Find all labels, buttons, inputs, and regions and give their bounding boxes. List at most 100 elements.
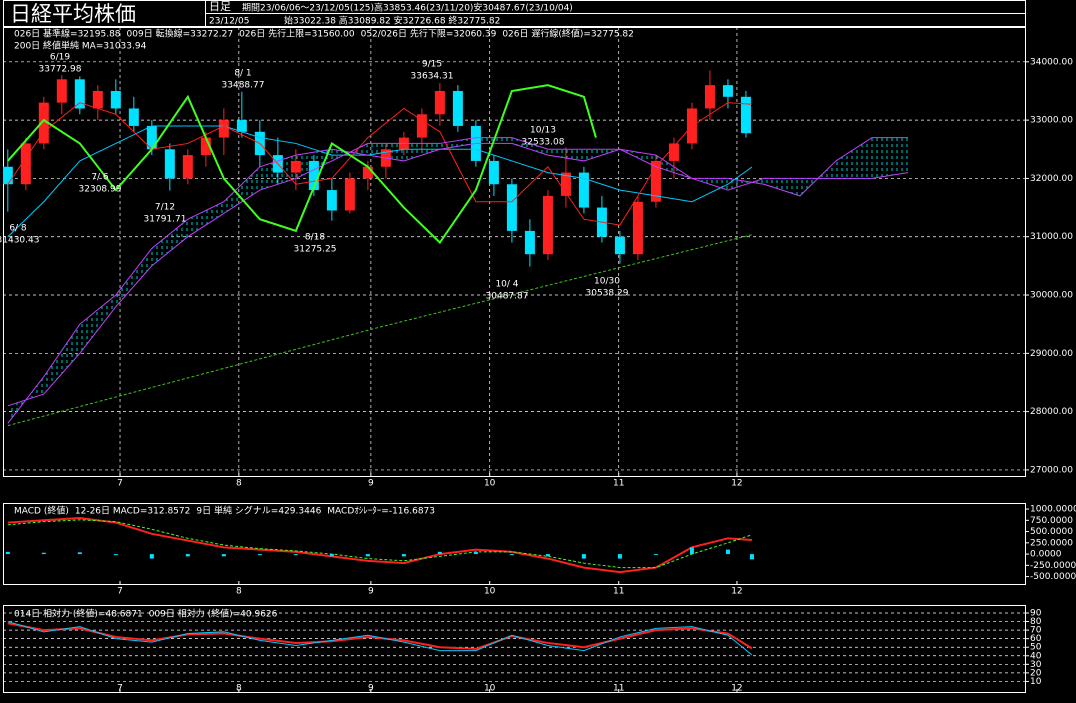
series-line: [7, 621, 753, 656]
x-tick-label: 10: [484, 587, 496, 597]
candle-body: [488, 160, 499, 185]
candle-body: [452, 90, 463, 126]
bar: [617, 554, 622, 559]
candle-body: [128, 108, 139, 126]
annotation-price: 30538.29: [586, 289, 629, 299]
candle-body: [20, 143, 31, 185]
annotation-date: 6/ 8: [9, 224, 27, 234]
bar: [749, 554, 754, 560]
bar: [437, 551, 442, 555]
x-tick-label: 12: [731, 479, 742, 489]
plot-area: [3, 612, 1025, 682]
y-tick-label: 1000.0000: [1030, 505, 1076, 515]
annotation-date: 10/ 4: [495, 280, 518, 290]
candle-body: [416, 114, 427, 138]
panel-frame: [3, 605, 1026, 693]
annotation-price: 32533.08: [522, 138, 565, 148]
candle-body: [578, 172, 589, 208]
bar: [509, 554, 514, 556]
annotation-price: 31791.71: [144, 215, 187, 225]
annotation-price: 33488.77: [222, 81, 265, 91]
candle-body: [110, 90, 121, 109]
candle-body: [146, 125, 157, 150]
x-tick-label: 8: [236, 587, 242, 597]
candle-body: [542, 195, 553, 255]
bar: [149, 554, 154, 559]
panel-frame: [3, 503, 1026, 585]
plot-area: [3, 27, 1025, 476]
plot-area: [5, 517, 754, 574]
series-line: [7, 125, 753, 238]
candle-body: [218, 120, 229, 138]
y-tick-label: 0.0000: [1030, 550, 1062, 560]
x-tick-label: 7: [117, 587, 123, 597]
legend-entry: 009日 転換線=33272.27: [127, 28, 234, 40]
bar: [257, 554, 262, 556]
legend-entry: 014日 相対力 (終値)=48.6871: [14, 608, 143, 620]
y-tick-label: 20: [1030, 668, 1042, 678]
candle-body: [56, 79, 67, 103]
y-tick-label: -500.0000: [1030, 572, 1076, 582]
series-line: [7, 519, 753, 569]
x-tick-label: 9: [368, 479, 374, 489]
candle-body: [182, 155, 193, 179]
x-tick-label: 7: [117, 479, 123, 489]
annotation-price: 31430.43: [0, 236, 39, 246]
x-tick-label: 9: [368, 684, 374, 694]
candle-body: [668, 143, 679, 161]
annotation-date: 8/ 1: [234, 69, 251, 79]
bar: [77, 552, 82, 555]
x-tick-label: 7: [117, 684, 123, 694]
candle-body: [236, 120, 247, 132]
x-tick-label: 9: [368, 587, 374, 597]
candle-body: [704, 85, 715, 109]
bar: [365, 554, 370, 557]
legend-entry: 200日 終値単純 MA=31033.94: [14, 40, 147, 52]
y-tick-label: 70: [1030, 626, 1042, 636]
x-tick-label: 8: [236, 479, 242, 489]
annotation-price: 32308.99: [79, 185, 122, 195]
bar: [401, 554, 406, 557]
annotation-date: 8/18: [305, 233, 325, 243]
legend-entry: 12-26日 MACD=312.8572: [75, 506, 190, 517]
annotation-date: 6/19: [50, 53, 70, 63]
bar: [293, 554, 298, 556]
bar: [5, 551, 10, 555]
legend-entry: 026日 基準線=32195.88: [14, 28, 121, 40]
legend-entry: 9日 単純 シグナル=429.3446: [196, 505, 321, 517]
y-tick-label: 34000.00: [1030, 57, 1073, 67]
x-tick-label: 10: [484, 684, 496, 694]
series-line: [7, 137, 908, 424]
y-tick-label: 250.0000: [1030, 538, 1073, 548]
candle-body: [74, 79, 85, 109]
series-line: [7, 517, 753, 574]
y-tick-label: 80: [1030, 617, 1042, 627]
x-tick-label: 11: [613, 684, 624, 694]
series-line: [7, 137, 909, 407]
legend-entry: 026日 遅行線(終値)=32775.82: [502, 28, 634, 40]
annotation-price: 31275.25: [294, 245, 337, 255]
bar: [581, 554, 586, 559]
candle-body: [632, 201, 643, 255]
series-line: [7, 234, 753, 427]
x-tick-label: 11: [613, 587, 624, 597]
y-tick-label: 32000.00: [1030, 174, 1073, 184]
x-tick-label: 10: [484, 479, 496, 489]
candle-body: [308, 160, 319, 191]
period: 期間23/06/06～23/12/05(125)高33853.46(23/11/…: [242, 2, 573, 14]
bar: [545, 554, 550, 557]
candle-body: [290, 160, 301, 173]
bar: [113, 554, 118, 556]
bar: [185, 554, 190, 557]
y-tick-label: 29000.00: [1030, 349, 1073, 359]
x-tick-label: 11: [613, 479, 624, 489]
x-tick-label: 12: [731, 587, 742, 597]
legend-entry: 009日 相対力 (終値)=40.9626: [149, 608, 278, 620]
candle-body: [434, 90, 445, 115]
series-line: [7, 102, 752, 226]
header-row: [205, 13, 1026, 27]
y-tick-label: 31000.00: [1030, 232, 1073, 242]
candle-body: [326, 190, 337, 211]
